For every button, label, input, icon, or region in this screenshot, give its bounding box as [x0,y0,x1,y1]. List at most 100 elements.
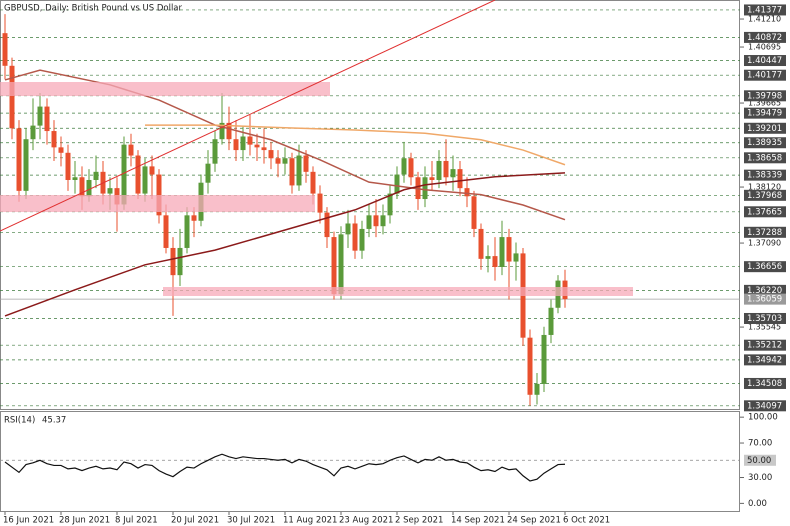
candle-body [37,106,43,126]
level-label-box [744,189,786,201]
rsi-level-label: 50.00 [747,456,771,466]
level-label: 1.36220 [747,286,782,296]
candle-body [240,136,246,151]
candle-body [499,237,505,267]
trend-line [0,0,496,232]
level-label: 1.36656 [747,262,782,272]
level-label: 1.38935 [747,138,782,148]
candle-body [471,196,477,229]
level-label: 1.37665 [747,207,782,217]
candle-body [107,188,113,194]
x-tick-label: 20 Jul 2021 [171,516,219,526]
level-label: 1.34097 [747,401,782,411]
chart-title: GBPUSD, Daily: British Pound vs US Dolla… [4,4,183,14]
y-tick-label: 1.40695 [748,43,781,52]
level-label-box [744,152,786,164]
candle-body [534,383,540,395]
y-tick-label: 1.37090 [748,239,781,248]
candle-body [478,228,484,259]
level-label: 1.40177 [747,71,782,81]
candle-body [58,147,64,153]
level-label: 1.38339 [747,171,782,181]
candle-body [44,106,50,132]
supply-zone [0,195,315,212]
candle-body [226,122,232,140]
candle-body [142,166,148,194]
candle-body [464,188,470,197]
candle-body [401,158,407,175]
level-label-box [744,312,786,324]
level-label-box [744,31,786,43]
candle-body [205,163,211,183]
level-label-box [744,107,786,119]
candle-body [2,33,8,66]
candle-body [177,247,183,276]
candle-body [149,166,155,175]
level-label-box [744,400,786,412]
level-label-box [744,377,786,389]
supply-zone [0,82,330,96]
x-tick-label: 14 Sep 2021 [451,516,505,526]
candle-body [485,256,491,259]
candle-body [513,253,519,262]
rsi-line [4,453,566,482]
candle-body [422,177,428,200]
candle-body [443,160,449,178]
level-label-box [744,226,786,238]
level-label: 1.39798 [747,91,782,101]
candle-body [86,179,92,197]
candle-body [268,150,274,159]
candle-body [296,155,302,186]
candle-body [429,177,435,180]
candle-body [436,160,442,180]
level-label: 1.39479 [747,109,782,119]
candle-body [310,171,316,194]
y-tick-label: 1.38120 [748,183,781,192]
level-label: 1.37288 [747,228,782,238]
candle-body [247,136,253,145]
candle-body [79,177,85,197]
candle-body [72,177,78,180]
rsi-tick-label: 0.00 [748,499,767,509]
x-tick-label: 30 Jul 2021 [227,516,275,526]
candle-body [170,247,176,276]
level-label: 1.40447 [747,56,782,66]
level-label: 1.40872 [747,33,782,43]
candle-body [23,139,29,191]
candle-body [219,122,225,140]
level-label-box [744,55,786,67]
level-label-box [744,206,786,218]
candle-body [450,169,456,178]
level-label-box [744,122,786,134]
rsi-tick-label: 70.00 [748,439,772,449]
level-label-box [744,69,786,81]
candle-body [163,215,169,248]
level-label: 1.39201 [747,124,782,134]
level-label-box [744,284,786,296]
candle-body [282,158,288,164]
candle-body [30,125,36,140]
candle-body [506,237,512,262]
level-label-box [744,261,786,273]
level-label-box [744,90,786,102]
level-label-box [744,4,786,16]
candle-body [373,215,379,227]
candle-body [184,215,190,248]
moving-average [4,172,566,317]
x-tick-label: 2 Sep 2021 [395,516,443,526]
candle-body [212,139,218,164]
candle-body [541,334,547,384]
candle-body [135,155,141,194]
y-tick-label: 1.41210 [748,15,781,24]
x-tick-label: 23 Aug 2021 [339,516,393,526]
candle-body [16,128,22,191]
candle-body [303,155,309,172]
level-label: 1.37968 [747,191,782,201]
level-label: 1.41377 [747,5,782,15]
candle-body [408,158,414,178]
candle-body [275,158,281,164]
rsi-name: RSI(14) [4,416,35,426]
candle-body [548,307,554,335]
x-tick-label: 28 Jun 2021 [59,516,110,526]
level-label: 1.38658 [747,153,782,163]
